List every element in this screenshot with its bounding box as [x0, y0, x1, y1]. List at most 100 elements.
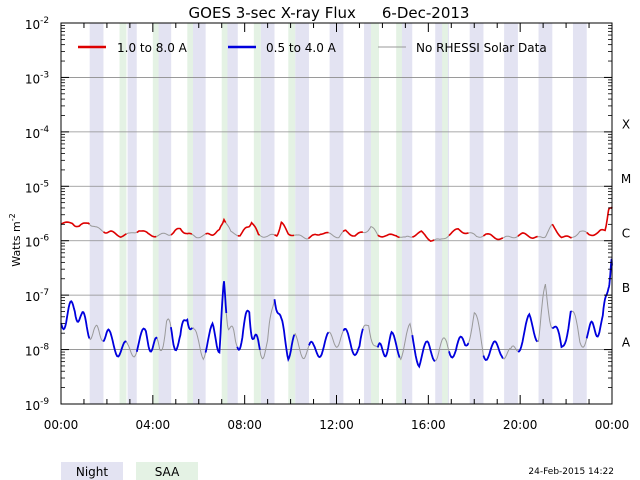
axis-ticks: [60, 22, 613, 405]
legend-label-no-rhessi: No RHESSI Solar Data: [416, 41, 547, 55]
footer-timestamp: 24-Feb-2015 14:22: [528, 467, 614, 477]
series-line-segment: [571, 230, 587, 238]
series-line-segment: [342, 327, 364, 357]
series-line-segment: [259, 233, 275, 238]
series-line-segment: [205, 217, 227, 237]
series-line-segment: [482, 232, 504, 241]
series-line-segment: [259, 299, 275, 360]
y-tick-label: 10-3: [25, 70, 49, 86]
series-line-segment: [308, 331, 330, 359]
series-line-segment: [502, 345, 519, 360]
series-line-segment: [225, 313, 238, 348]
saa-band: [253, 23, 261, 404]
series-line-segment: [362, 225, 379, 236]
x-tick-label: 08:00: [227, 418, 262, 432]
x-tick-labels: 00:00 04:00 08:00 12:00 16:00 20:00 00:00: [44, 418, 630, 432]
y-tick-label: 10-6: [25, 234, 50, 250]
series-line-segment: [191, 233, 206, 239]
series-line-segment: [571, 310, 588, 348]
saa-band: [152, 23, 159, 404]
series-line-segment: [156, 318, 172, 351]
x-tick-label: 00:00: [44, 418, 79, 432]
night-band: [89, 23, 104, 404]
series-line-segment: [125, 341, 138, 358]
series-line-segment: [156, 232, 172, 238]
flare-class-label: X: [622, 118, 630, 132]
series-line-segment: [342, 229, 364, 237]
series-line-segment: [60, 221, 91, 228]
saa-band: [442, 23, 448, 404]
series-layer: [60, 206, 613, 369]
shading-bands: [89, 23, 587, 404]
series-line-segment: [434, 337, 450, 362]
flare-class-label: A: [622, 335, 631, 349]
x-tick-label: 12:00: [319, 418, 354, 432]
series-line-segment: [412, 230, 435, 242]
saa-swatch: [136, 462, 198, 480]
saa-band: [187, 23, 194, 404]
series-line-segment: [586, 206, 613, 237]
x-tick-label: 04:00: [136, 418, 171, 432]
night-band: [226, 23, 238, 404]
series-line-segment: [376, 330, 401, 358]
series-line-segment: [537, 223, 553, 239]
y-tick-labels: 10-2 10-3 10-4 10-5 10-6 10-7 10-8 10-9: [25, 16, 50, 413]
series-line-segment: [307, 231, 329, 240]
saa-band: [119, 23, 127, 404]
series-line-segment: [551, 223, 572, 239]
series-line-segment: [170, 318, 193, 352]
series-line-segment: [192, 327, 207, 361]
x-tick-label: 20:00: [503, 418, 538, 432]
saa-label: SAA: [155, 465, 180, 479]
series-line-segment: [399, 235, 413, 238]
y-tick-label: 10-9: [25, 397, 50, 413]
night-band: [295, 23, 309, 404]
legend: 1.0 to 8.0 A 0.5 to 4.0 A No RHESSI Sola…: [78, 41, 547, 55]
series-line-segment: [204, 281, 228, 354]
series-line-segment: [377, 233, 400, 239]
series-line-segment: [170, 227, 193, 236]
series-line-segment: [362, 324, 379, 348]
series-line-segment: [136, 230, 157, 238]
shading-legend: Night SAA: [61, 462, 198, 480]
series-line-segment: [585, 258, 613, 339]
series-line-segment: [482, 340, 504, 362]
x-tick-label: 16:00: [411, 418, 446, 432]
series-line-segment: [237, 221, 261, 237]
series-line-segment: [225, 222, 238, 237]
night-label: Night: [76, 465, 109, 479]
series-line-segment: [399, 322, 413, 361]
series-line-segment: [126, 231, 137, 235]
series-line-segment: [328, 231, 344, 239]
series-line-segment: [517, 312, 539, 353]
series-line-segment: [468, 232, 484, 238]
series-line-segment: [236, 309, 261, 352]
series-line-segment: [89, 324, 104, 342]
series-line-segment: [448, 227, 469, 237]
saa-band: [288, 23, 296, 404]
y-tick-label: 10-2: [25, 16, 49, 32]
y-tick-label: 10-5: [25, 179, 49, 195]
series-line-segment: [328, 330, 344, 348]
series-line-segment: [411, 334, 436, 369]
flare-class-labels: X M C B A: [621, 118, 631, 350]
y-tick-label: 10-7: [25, 288, 49, 304]
series-line-segment: [102, 328, 127, 358]
y-tick-label: 10-4: [25, 125, 50, 141]
saa-band: [370, 23, 379, 404]
legend-label-long: 1.0 to 8.0 A: [117, 41, 188, 55]
series-line-segment: [274, 220, 295, 238]
night-band: [329, 23, 344, 404]
series-line-segment: [135, 327, 158, 353]
series-line-segment: [448, 335, 470, 359]
series-line-segment: [502, 235, 519, 239]
series-line-segment: [293, 234, 309, 240]
night-band: [193, 23, 206, 404]
legend-label-short: 0.5 to 4.0 A: [266, 41, 337, 55]
night-band: [538, 23, 553, 404]
series-line-segment: [517, 232, 538, 240]
flare-class-label: B: [622, 281, 630, 295]
x-tick-label: 00:00: [595, 418, 630, 432]
series-line-segment: [60, 300, 91, 339]
